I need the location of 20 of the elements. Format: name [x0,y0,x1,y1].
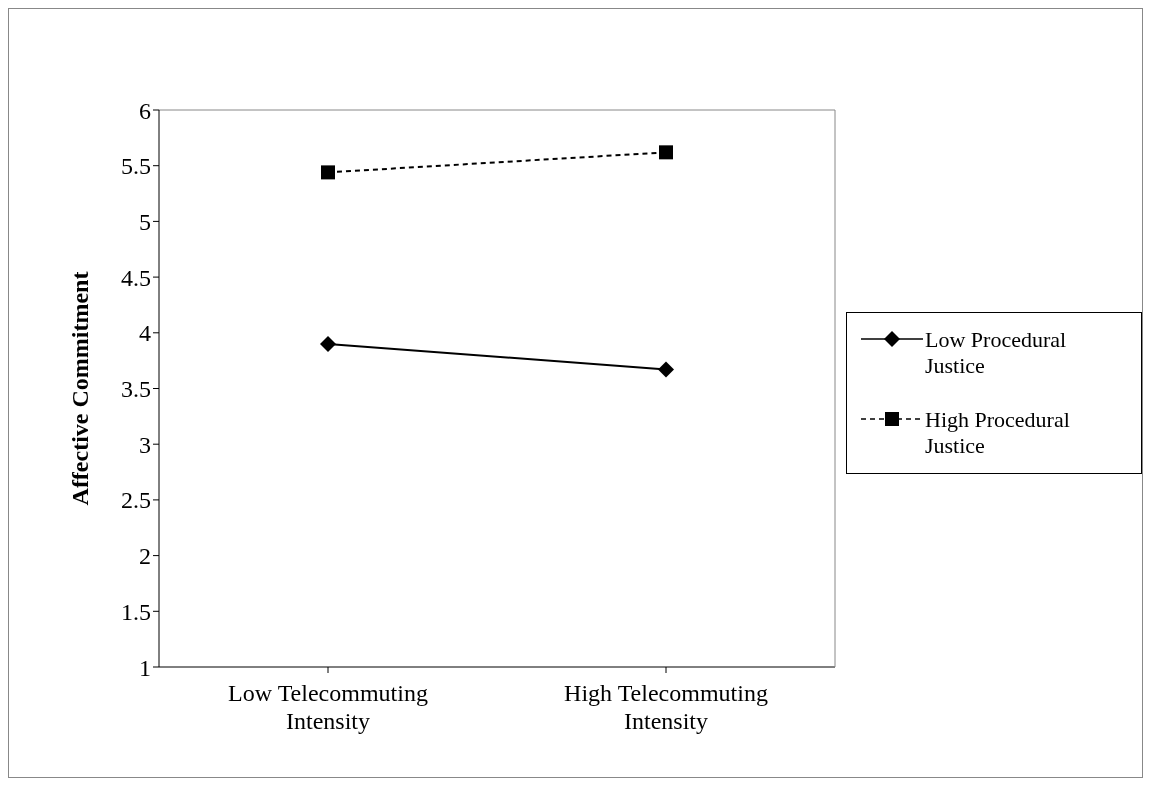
x-tick-label: Low Telecommuting Intensity [228,680,428,734]
point [658,361,674,378]
point [321,165,335,180]
y-tick-label: 6 [139,97,151,124]
y-tick-label: 5 [139,208,151,235]
legend-label: Low Procedural Justice [925,327,1068,379]
x-tick-label: High Telecommuting Intensity [564,680,768,734]
point [320,335,336,352]
legend-label: High Procedural Justice [925,407,1071,459]
y-tick-label: 1.5 [121,598,151,625]
y-tick-label: 4.5 [121,264,151,291]
y-axis-title: Affective Commitment [66,271,93,506]
y-tick-label: 3 [139,431,151,458]
point [659,145,673,160]
y-tick-label: 4 [139,320,151,347]
y-tick-label: 3.5 [121,376,151,403]
y-tick-label: 1 [139,654,151,681]
y-tick-label: 2.5 [121,487,151,514]
y-tick-label: 2 [139,543,151,570]
y-tick-label: 5.5 [121,153,151,180]
